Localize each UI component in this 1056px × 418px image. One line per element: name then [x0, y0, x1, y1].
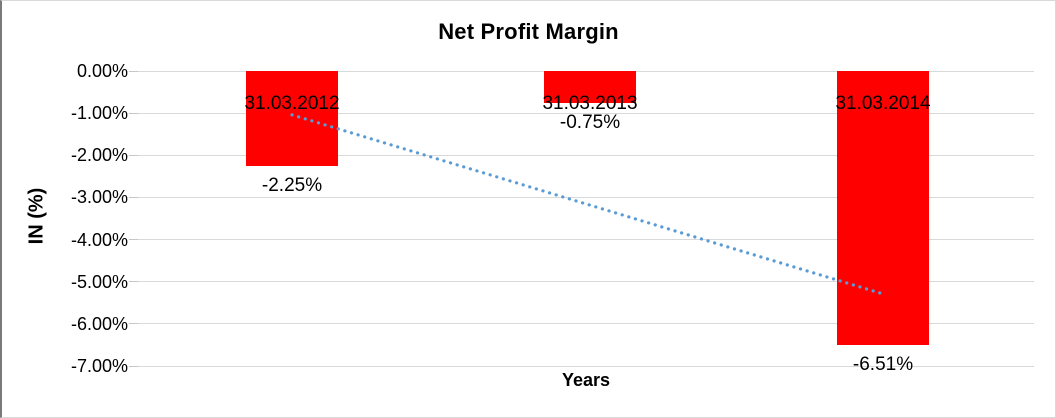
y-axis-tick — [129, 154, 138, 156]
category-label: 31.03.2012 — [244, 93, 340, 114]
chart-title: Net Profit Margin — [438, 19, 619, 44]
y-axis-tick — [129, 70, 138, 72]
y-tick-label: 0.00% — [76, 61, 128, 81]
y-axis-tick — [129, 365, 138, 367]
y-axis-tick — [129, 323, 138, 325]
category-label: 31.03.2013 — [542, 93, 638, 114]
y-tick-label: -5.00% — [70, 271, 128, 292]
y-axis-tick — [129, 239, 138, 241]
y-tick-label: -7.00% — [70, 356, 128, 376]
y-tick-label: -4.00% — [70, 229, 128, 250]
y-tick-label: -1.00% — [70, 103, 128, 124]
y-tick-label: -3.00% — [70, 187, 128, 208]
data-label: -2.25% — [261, 174, 323, 196]
gridline — [138, 323, 1034, 325]
y-axis-tick — [129, 281, 138, 283]
y-axis-tick — [129, 112, 138, 114]
y-tick-label: -6.00% — [70, 313, 128, 334]
category-label: 31.03.2014 — [835, 93, 931, 114]
bar-31.03.2013 — [544, 71, 636, 103]
bar-31.03.2012 — [246, 71, 338, 166]
y-axis-tick — [129, 196, 138, 198]
y-tick-label: -2.00% — [70, 145, 128, 166]
trendline-path — [290, 113, 885, 296]
data-label: -0.75% — [559, 111, 621, 133]
data-label: -6.51% — [852, 354, 914, 376]
gridline — [138, 112, 1034, 114]
x-axis-title: Years — [561, 370, 611, 390]
gridline — [138, 365, 1034, 367]
